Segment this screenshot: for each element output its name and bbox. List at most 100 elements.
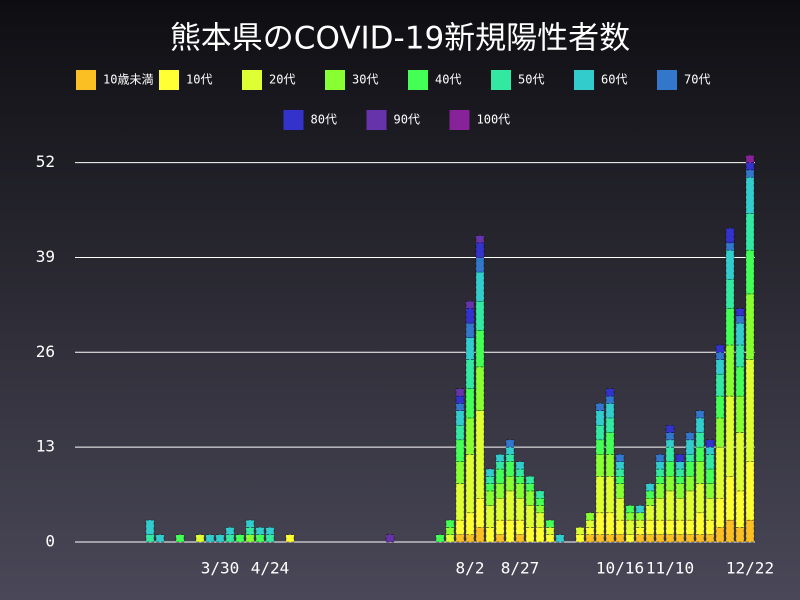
x-tick-label: 3/30 — [201, 559, 240, 578]
bar-segment — [485, 476, 495, 484]
bar-segment — [735, 315, 745, 324]
bar-segment — [265, 527, 275, 535]
bar-segment — [675, 461, 685, 470]
bar-segment — [585, 519, 595, 528]
bar-segment — [535, 490, 545, 499]
bar-segment — [505, 461, 515, 477]
x-tick-label: 12/22 — [726, 559, 774, 578]
bar-segment — [725, 308, 735, 346]
bar-segment — [445, 519, 455, 528]
bar-segment — [635, 512, 645, 521]
bar-segment — [695, 534, 705, 543]
bar-segment — [585, 534, 595, 543]
bar-segment — [725, 228, 735, 244]
bar-segment — [645, 534, 655, 543]
bar-segment — [515, 498, 525, 521]
bar-segment — [445, 527, 455, 535]
bar-segment — [615, 454, 625, 462]
bar-segment — [575, 534, 585, 543]
legend-label: 30代 — [352, 73, 378, 87]
bar-segment — [675, 519, 685, 535]
legend-label: 50代 — [518, 73, 544, 87]
bar-segment — [625, 505, 635, 514]
bar-segment — [745, 249, 755, 295]
bar-segment — [655, 454, 665, 462]
bar-segment — [485, 468, 495, 477]
bar-segment — [475, 242, 485, 258]
bar-segment — [475, 330, 485, 368]
bar-segment — [145, 519, 155, 535]
bar-segment — [735, 432, 745, 492]
x-tick-label: 10/16 — [596, 559, 644, 578]
bar-segment — [525, 483, 535, 492]
bar-segment — [215, 534, 225, 543]
bar-segment — [455, 410, 465, 426]
y-tick-label: 52 — [36, 152, 55, 171]
legend-label: 40代 — [435, 73, 461, 87]
bar-segment — [735, 308, 745, 317]
bar-segment — [735, 395, 745, 433]
legend-swatch — [408, 70, 428, 90]
bar-segment — [455, 403, 465, 411]
bar-segment — [575, 527, 585, 535]
bar-segment — [515, 476, 525, 484]
bar-segment — [655, 519, 665, 535]
bar-segment — [725, 249, 735, 280]
bar-segment — [595, 534, 605, 543]
bar-segment — [385, 534, 395, 543]
bar-segment — [595, 439, 605, 455]
bar-segment — [705, 498, 715, 521]
bar-segment — [475, 301, 485, 331]
bar-segment — [685, 519, 695, 535]
bar-segment — [505, 439, 515, 448]
bar-segment — [225, 534, 235, 543]
bar-segment — [685, 534, 695, 543]
legend-label: 100代 — [477, 113, 511, 127]
bar-segment — [655, 498, 665, 521]
bar-segment — [595, 476, 605, 514]
bar-segment — [225, 527, 235, 535]
bar-segment — [255, 534, 265, 543]
bar-segment — [695, 512, 705, 535]
bar-segment — [525, 505, 535, 528]
bar-segment — [655, 461, 665, 470]
bar-segment — [175, 534, 185, 543]
bar-segment — [665, 476, 675, 492]
bar-segment — [155, 534, 165, 543]
bar-segment — [705, 468, 715, 484]
bar-segment — [635, 519, 645, 528]
bar-segment — [475, 498, 485, 528]
bar-segment — [605, 534, 615, 543]
bar-segment — [535, 527, 545, 543]
bar-segment — [505, 454, 515, 462]
legend-swatch — [657, 70, 677, 90]
bar-segment — [745, 359, 755, 462]
bar-segment — [735, 490, 745, 528]
bar-segment — [585, 512, 595, 521]
bar-segment — [615, 483, 625, 499]
bar-segment — [465, 512, 475, 535]
bar-segment — [465, 534, 475, 543]
bar-segment — [495, 461, 505, 470]
legend-label: 20代 — [269, 73, 295, 87]
bar-segment — [715, 344, 725, 353]
bar-segment — [255, 527, 265, 535]
bar-segment — [655, 534, 665, 543]
bar-segment — [585, 527, 595, 535]
bar-segment — [645, 490, 655, 499]
bar-segment — [525, 527, 535, 543]
bar-segment — [455, 439, 465, 462]
bar-segment — [665, 519, 675, 535]
bar-segment — [745, 176, 755, 214]
bar-segment — [655, 476, 665, 484]
bar-segment — [745, 293, 755, 360]
y-tick-label: 0 — [45, 532, 55, 551]
legend-label: 80代 — [311, 113, 337, 127]
bar-segment — [715, 373, 725, 397]
bar-segment — [455, 425, 465, 441]
legend-swatch — [449, 110, 470, 130]
bar-segment — [705, 446, 715, 455]
bar-segment — [635, 527, 645, 535]
bar-segment — [685, 461, 695, 477]
bar-segment — [665, 461, 675, 477]
